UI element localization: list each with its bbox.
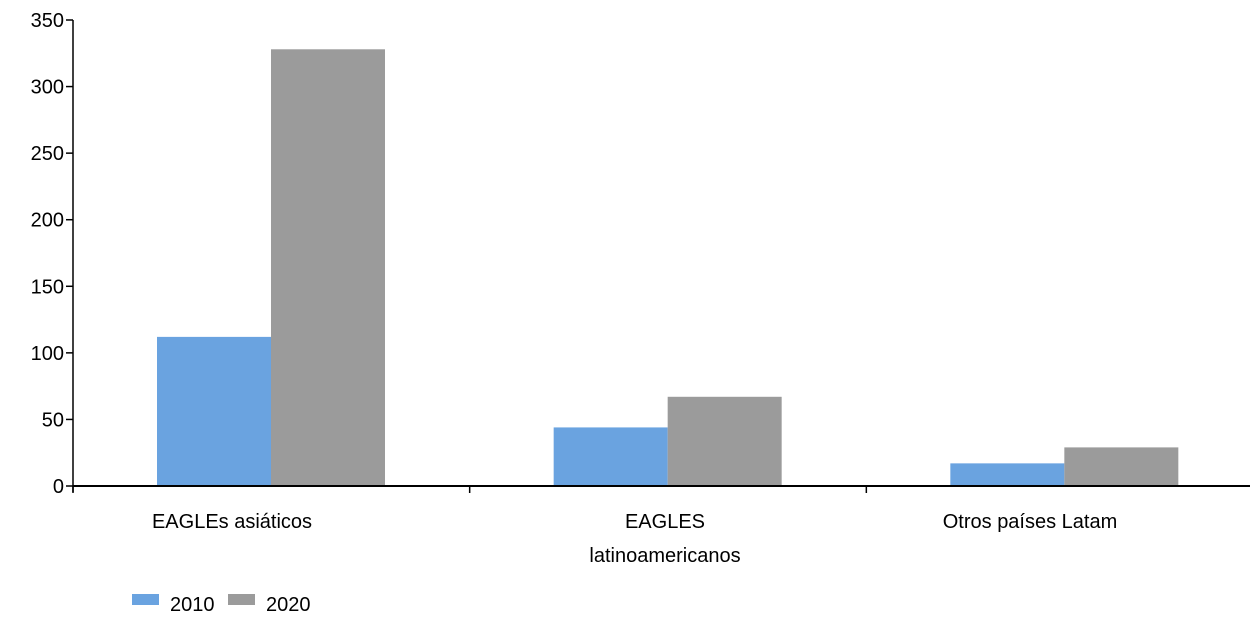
y-tick-label: 150 [31, 276, 64, 298]
legend-swatch-2020 [228, 594, 255, 605]
x-category-label: EAGLEs asiáticos [152, 511, 312, 533]
y-tick-label: 200 [31, 210, 64, 232]
legend: 2010 2020 [132, 594, 311, 616]
bar-2010-0 [157, 336, 271, 486]
x-category-label: Otros países Latam [943, 511, 1118, 533]
legend-label-2010: 2010 [170, 594, 215, 616]
bar-2020-2 [1064, 447, 1179, 486]
y-tick-label: 0 [53, 476, 64, 498]
y-axis: 0 50 100 150 200 250 300 350 [31, 10, 74, 498]
bars [157, 49, 1179, 486]
y-tick-label: 350 [31, 10, 64, 32]
bar-2010-2 [950, 463, 1065, 486]
y-tick-label: 300 [31, 77, 64, 99]
legend-label-2020: 2020 [266, 594, 311, 616]
x-category-label: latinoamericanos [589, 545, 740, 567]
legend-swatch-2010 [132, 594, 159, 605]
x-axis: EAGLEs asiáticos EAGLES latinoamericanos Ot… [72, 485, 1250, 567]
bar-2010-1 [553, 427, 668, 486]
y-tick-label: 250 [31, 143, 64, 165]
bar-2020-0 [271, 49, 385, 486]
x-category-label: EAGLES [625, 511, 705, 533]
bar-2020-1 [667, 396, 782, 486]
y-tick-label: 100 [31, 343, 64, 365]
y-tick-label: 50 [42, 409, 64, 431]
